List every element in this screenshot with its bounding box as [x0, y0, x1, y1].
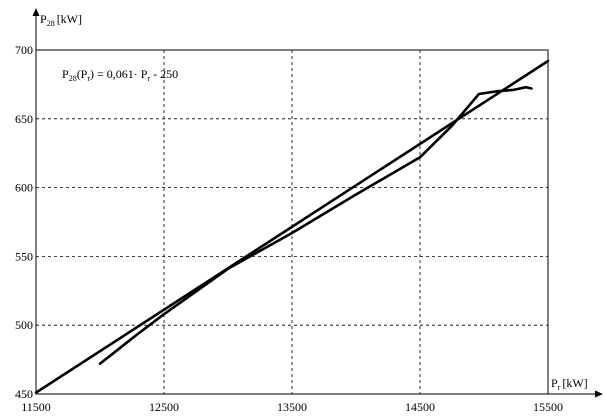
y-tick-label: 550: [15, 249, 33, 263]
y-axis-label: P28 [kW]: [40, 12, 82, 28]
tick-labels: 11500 12500 13500 14500 15500 450 500 550 600 650…: [15, 43, 563, 414]
x-tick-label: 14500: [405, 400, 435, 414]
y-tick-label: 450: [15, 387, 33, 401]
x-tick-label: 13500: [277, 400, 307, 414]
plot-frame: [35, 49, 549, 395]
y-axis-arrow-icon: [32, 8, 40, 16]
measured-line: [98, 85, 533, 366]
y-tick-label: 500: [15, 318, 33, 332]
x-tick-label: 11500: [21, 400, 51, 414]
x-axis-arrow-icon: [595, 390, 603, 398]
x-tick-label: 12500: [149, 400, 179, 414]
series: [34, 59, 550, 394]
x-axis-label: Pr [kW]: [551, 376, 588, 392]
x-tick-label: 15500: [533, 400, 563, 414]
y-tick-label: 650: [15, 112, 33, 126]
regression-equation: P28(Pr) = 0,061· Pr - 250: [62, 67, 178, 83]
y-tick-label: 600: [15, 181, 33, 195]
y-tick-label: 700: [15, 43, 33, 57]
regression-line: [34, 59, 550, 394]
grid: [36, 50, 548, 394]
